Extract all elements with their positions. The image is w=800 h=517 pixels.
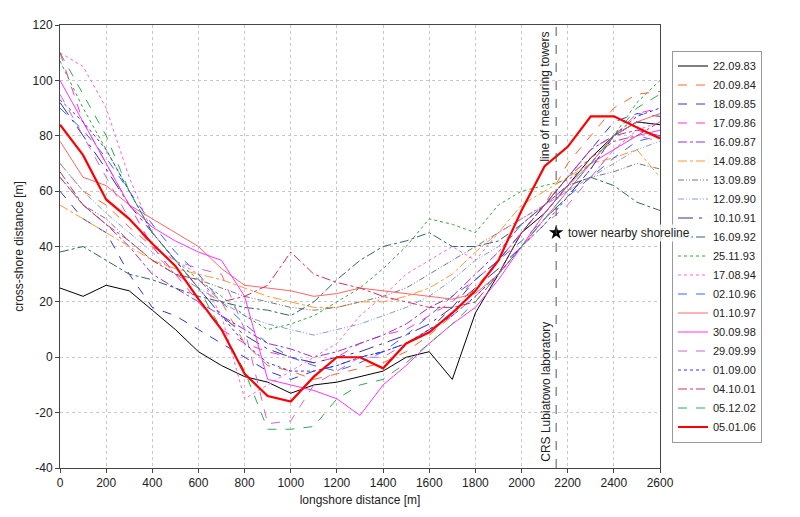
svg-text:12.09.90: 12.09.90 — [713, 193, 756, 205]
svg-text:29.09.99: 29.09.99 — [713, 345, 756, 357]
svg-text:0: 0 — [57, 476, 64, 490]
svg-text:10.10.91: 10.10.91 — [713, 212, 756, 224]
svg-text:tower nearby shoreline: tower nearby shoreline — [568, 226, 690, 240]
svg-text:17.09.86: 17.09.86 — [713, 117, 756, 129]
svg-text:16.09.92: 16.09.92 — [713, 231, 756, 243]
svg-text:2200: 2200 — [554, 476, 581, 490]
svg-text:100: 100 — [33, 74, 53, 88]
svg-text:0: 0 — [46, 350, 53, 364]
svg-text:01.10.97: 01.10.97 — [713, 307, 756, 319]
svg-text:CRS Lubiatowo laboratory: CRS Lubiatowo laboratory — [539, 322, 553, 462]
svg-text:600: 600 — [188, 476, 208, 490]
svg-text:04.10.01: 04.10.01 — [713, 383, 756, 395]
svg-text:40: 40 — [39, 240, 53, 254]
svg-text:1800: 1800 — [462, 476, 489, 490]
svg-text:18.09.85: 18.09.85 — [713, 98, 756, 110]
svg-text:1400: 1400 — [370, 476, 397, 490]
svg-text:1600: 1600 — [416, 476, 443, 490]
svg-text:05.12.02: 05.12.02 — [713, 402, 756, 414]
svg-text:1200: 1200 — [324, 476, 351, 490]
svg-text:02.10.96: 02.10.96 — [713, 288, 756, 300]
svg-text:80: 80 — [39, 129, 53, 143]
svg-text:2600: 2600 — [647, 476, 674, 490]
svg-text:120: 120 — [33, 18, 53, 32]
svg-text:2400: 2400 — [600, 476, 627, 490]
svg-text:2000: 2000 — [508, 476, 535, 490]
svg-text:01.09.00: 01.09.00 — [713, 364, 756, 376]
svg-text:line of measuring towers: line of measuring towers — [538, 32, 552, 162]
svg-text:20: 20 — [39, 295, 53, 309]
svg-text:longshore distance [m]: longshore distance [m] — [300, 493, 421, 507]
svg-text:1000: 1000 — [277, 476, 304, 490]
svg-text:20.09.84: 20.09.84 — [713, 79, 756, 91]
svg-text:400: 400 — [142, 476, 162, 490]
svg-text:60: 60 — [39, 184, 53, 198]
svg-text:-40: -40 — [35, 461, 53, 475]
svg-text:05.01.06: 05.01.06 — [713, 421, 756, 433]
svg-text:25.11.93: 25.11.93 — [713, 250, 755, 262]
svg-text:cross-shore distance [m]: cross-shore distance [m] — [12, 181, 26, 312]
svg-text:30.09.98: 30.09.98 — [713, 326, 756, 338]
svg-text:16.09.87: 16.09.87 — [713, 136, 756, 148]
svg-text:17.08.94: 17.08.94 — [713, 269, 756, 281]
svg-text:22.09.83: 22.09.83 — [713, 60, 756, 72]
svg-text:14.09.88: 14.09.88 — [713, 155, 756, 167]
svg-text:200: 200 — [96, 476, 116, 490]
svg-text:-20: -20 — [35, 406, 53, 420]
svg-text:800: 800 — [235, 476, 255, 490]
svg-text:13.09.89: 13.09.89 — [713, 174, 756, 186]
